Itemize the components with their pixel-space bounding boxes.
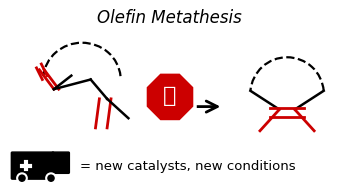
Circle shape <box>17 173 27 183</box>
Text: Olefin Metathesis: Olefin Metathesis <box>97 9 242 27</box>
Text: ✋: ✋ <box>163 86 177 106</box>
FancyBboxPatch shape <box>11 152 54 179</box>
FancyBboxPatch shape <box>52 152 69 173</box>
Text: = new catalysts, new conditions: = new catalysts, new conditions <box>80 160 296 173</box>
Polygon shape <box>145 72 195 122</box>
Circle shape <box>46 173 56 183</box>
